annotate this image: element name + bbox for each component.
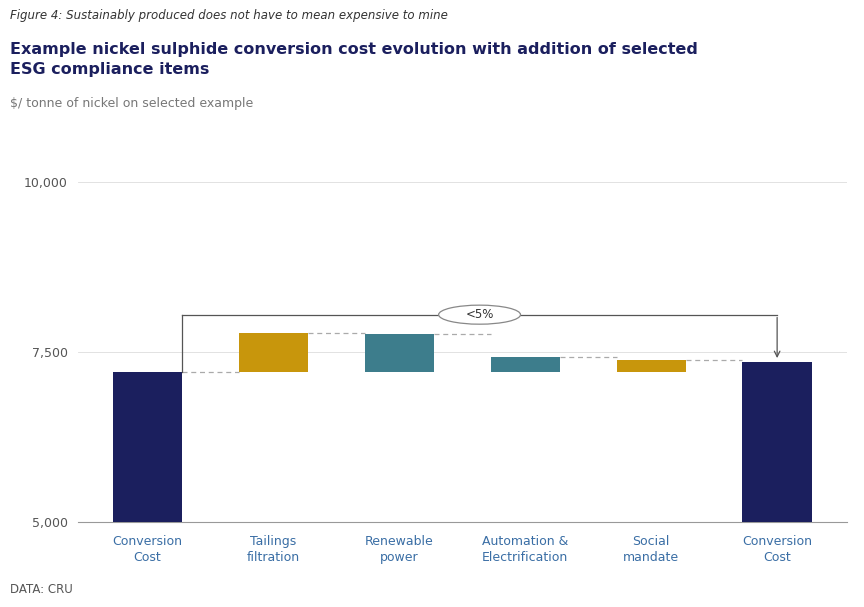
Ellipse shape	[439, 305, 520, 324]
Text: DATA: CRU: DATA: CRU	[10, 583, 73, 596]
Text: $/ tonne of nickel on selected example: $/ tonne of nickel on selected example	[10, 97, 254, 110]
Bar	[742, 362, 812, 522]
Bar	[491, 358, 560, 373]
Bar	[365, 334, 434, 373]
Bar	[112, 373, 182, 522]
Bar	[238, 333, 308, 373]
Text: Figure 4: Sustainably produced does not have to mean expensive to mine: Figure 4: Sustainably produced does not …	[10, 9, 448, 22]
Text: Example nickel sulphide conversion cost evolution with addition of selected
ESG : Example nickel sulphide conversion cost …	[10, 42, 698, 76]
Text: <5%: <5%	[466, 308, 493, 321]
Bar	[617, 360, 686, 373]
